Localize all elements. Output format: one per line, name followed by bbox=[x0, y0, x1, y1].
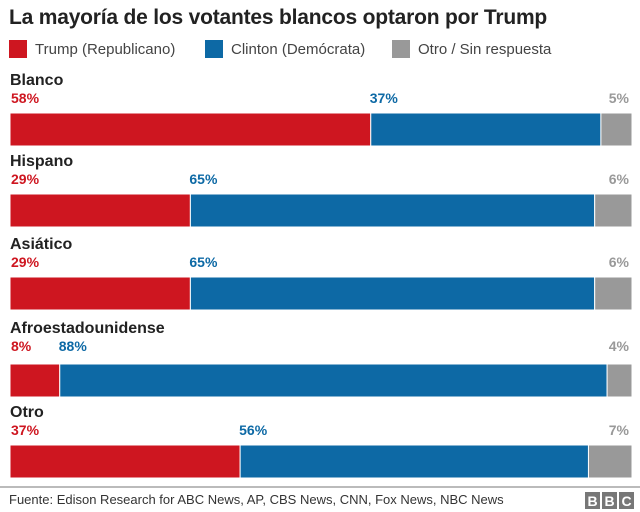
legend-swatch bbox=[205, 40, 223, 58]
bar-segment-trump bbox=[9, 193, 191, 228]
bar-segment-trump bbox=[9, 444, 241, 479]
bar-segment-clinton bbox=[370, 112, 602, 147]
bar-segment-otro bbox=[606, 363, 633, 398]
legend-item-trump: Trump (Republicano) bbox=[9, 40, 175, 58]
bar-segment-otro bbox=[594, 276, 633, 311]
value-label: 6% bbox=[609, 171, 630, 187]
value-label: 29% bbox=[11, 171, 40, 187]
value-label: 4% bbox=[609, 338, 630, 354]
legend-label: Otro / Sin respuesta bbox=[418, 40, 552, 58]
bar-segment-clinton bbox=[189, 276, 596, 311]
bar-segment-otro bbox=[600, 112, 633, 147]
legend-label: Clinton (Demócrata) bbox=[231, 40, 366, 58]
value-label: 7% bbox=[609, 422, 630, 438]
bar-segment-trump bbox=[9, 112, 372, 147]
value-label: 8% bbox=[11, 338, 32, 354]
value-label: 88% bbox=[59, 338, 88, 354]
category-label: Otro bbox=[10, 404, 44, 421]
bar-segment-otro bbox=[587, 444, 633, 479]
legend-swatch bbox=[9, 40, 27, 58]
value-label: 58% bbox=[11, 90, 40, 106]
bar-segment-trump bbox=[9, 363, 61, 398]
legend-item-clinton: Clinton (Demócrata) bbox=[205, 40, 365, 58]
value-label: 65% bbox=[189, 171, 218, 187]
value-label: 37% bbox=[370, 90, 399, 106]
footer-divider bbox=[0, 486, 640, 488]
bar-segment-otro bbox=[594, 193, 633, 228]
category-label: Afroestadounidense bbox=[10, 320, 165, 337]
bar-segment-clinton bbox=[59, 363, 608, 398]
value-label: 29% bbox=[11, 254, 40, 270]
value-label: 6% bbox=[609, 254, 630, 270]
category-label: Asiático bbox=[10, 236, 72, 253]
category-label: Hispano bbox=[10, 153, 73, 170]
category-label: Blanco bbox=[10, 72, 64, 89]
bar-segment-clinton bbox=[189, 193, 596, 228]
legend-swatch bbox=[392, 40, 410, 58]
chart-title: La mayoría de los votantes blancos optar… bbox=[9, 6, 548, 29]
source-note: Fuente: Edison Research for ABC News, AP… bbox=[9, 492, 504, 507]
legend-item-otro: Otro / Sin respuesta bbox=[392, 40, 551, 58]
value-label: 56% bbox=[239, 422, 268, 438]
value-label: 37% bbox=[11, 422, 40, 438]
value-label: 5% bbox=[609, 90, 630, 106]
value-label: 65% bbox=[189, 254, 218, 270]
bar-segment-trump bbox=[9, 276, 191, 311]
bar-segment-clinton bbox=[239, 444, 589, 479]
legend-label: Trump (Republicano) bbox=[35, 40, 176, 58]
